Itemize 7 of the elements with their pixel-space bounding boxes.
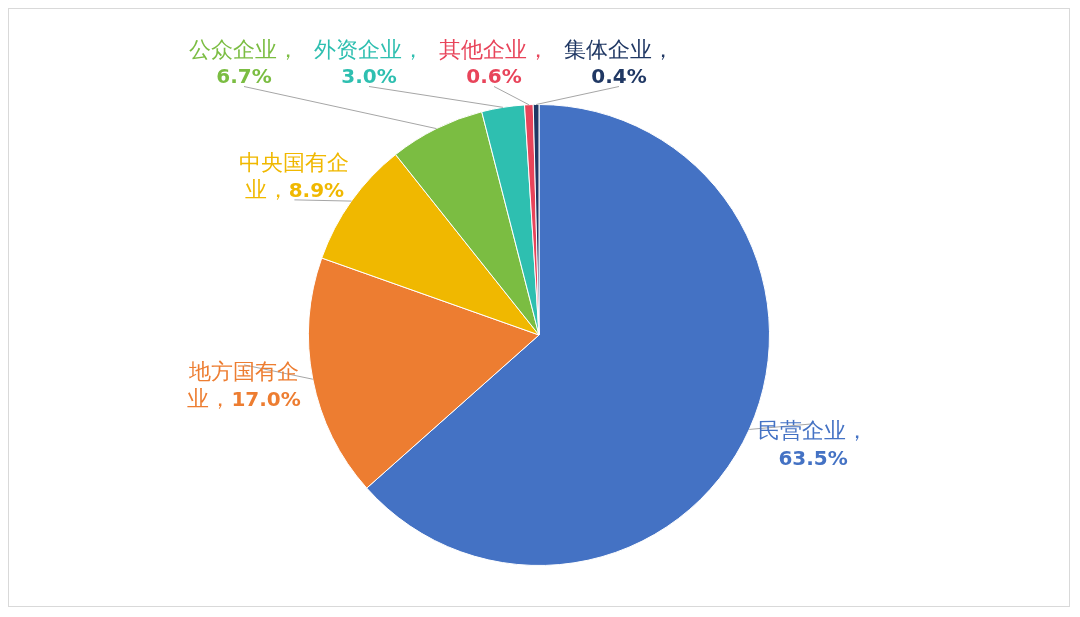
slice-label: 公众企业，6.7% <box>189 36 299 89</box>
slice-label: 民营企业，63.5% <box>758 418 869 470</box>
slice-label: 外资企业，3.0% <box>314 36 424 89</box>
slice-label: 地方国有企业，17.0% <box>187 359 301 412</box>
slice-label: 中央国有企业，8.9% <box>239 150 350 203</box>
slice-label: 集体企业，0.4% <box>564 36 674 89</box>
slice-label: 其他企业，0.6% <box>439 36 549 89</box>
